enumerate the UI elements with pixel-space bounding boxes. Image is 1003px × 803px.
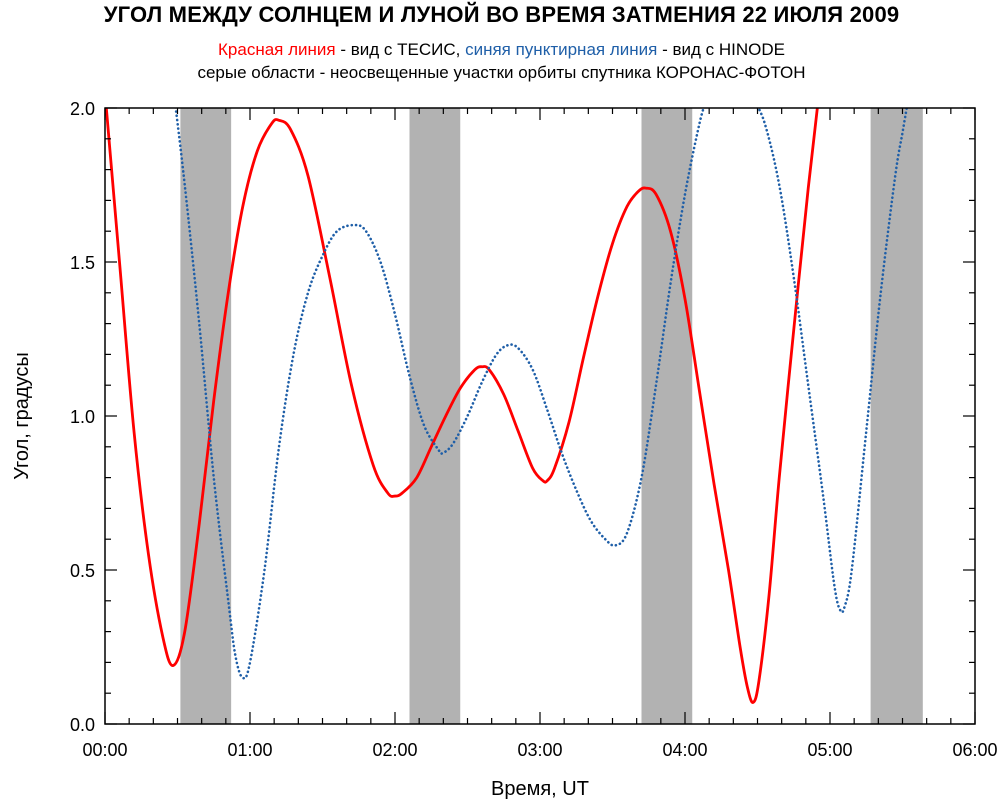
chart-subtitle-legend: Красная линия - вид с ТЕСИС, синяя пункт… — [0, 40, 1003, 60]
axis-ticks — [104, 107, 976, 725]
plot-frame — [104, 107, 976, 725]
x-tick-label: 03:00 — [517, 740, 562, 760]
x-tick-label: 06:00 — [952, 740, 997, 760]
legend-red-label: Красная линия — [218, 40, 336, 59]
shaded-region-1 — [180, 108, 232, 724]
legend-red-description: - вид с ТЕСИС, — [335, 40, 466, 59]
y-tick-label: 2.0 — [70, 99, 95, 119]
x-tick-label: 04:00 — [662, 740, 707, 760]
legend-blue-description: - вид с HINODE — [657, 40, 785, 59]
x-axis-label: Время, UT — [491, 778, 589, 800]
axis-tick-labels: 00:00 01:00 02:00 03:00 04:00 05:00 06:00 0.0 0.… — [70, 99, 998, 760]
y-axis-label: Угол, градусы — [11, 352, 33, 480]
data-series — [105, 108, 909, 704]
y-tick-label: 0.5 — [70, 561, 95, 581]
y-tick-label: 0.0 — [70, 715, 95, 735]
x-tick-label: 01:00 — [227, 740, 272, 760]
blue-series-line-3 — [756, 108, 909, 614]
chart-title: УГОЛ МЕЖДУ СОЛНЦЕМ И ЛУНОЙ ВО ВРЕМЯ ЗАТМ… — [103, 2, 900, 27]
shaded-region-4 — [870, 108, 923, 724]
legend-blue-label: синяя пунктирная линия — [465, 40, 658, 59]
shaded-regions — [180, 108, 923, 724]
y-tick-label: 1.0 — [70, 407, 95, 427]
y-tick-label: 1.5 — [70, 253, 95, 273]
shaded-region-3 — [641, 108, 693, 724]
shaded-region-2 — [409, 108, 461, 724]
red-series-line-1 — [105, 108, 819, 704]
x-tick-label: 00:00 — [82, 740, 127, 760]
x-tick-label: 02:00 — [372, 740, 417, 760]
chart-subtitle-shading-note: серые области - неосвещенные участки орб… — [197, 63, 806, 82]
x-tick-label: 05:00 — [807, 740, 852, 760]
blue-series-line-2 — [174, 108, 705, 680]
